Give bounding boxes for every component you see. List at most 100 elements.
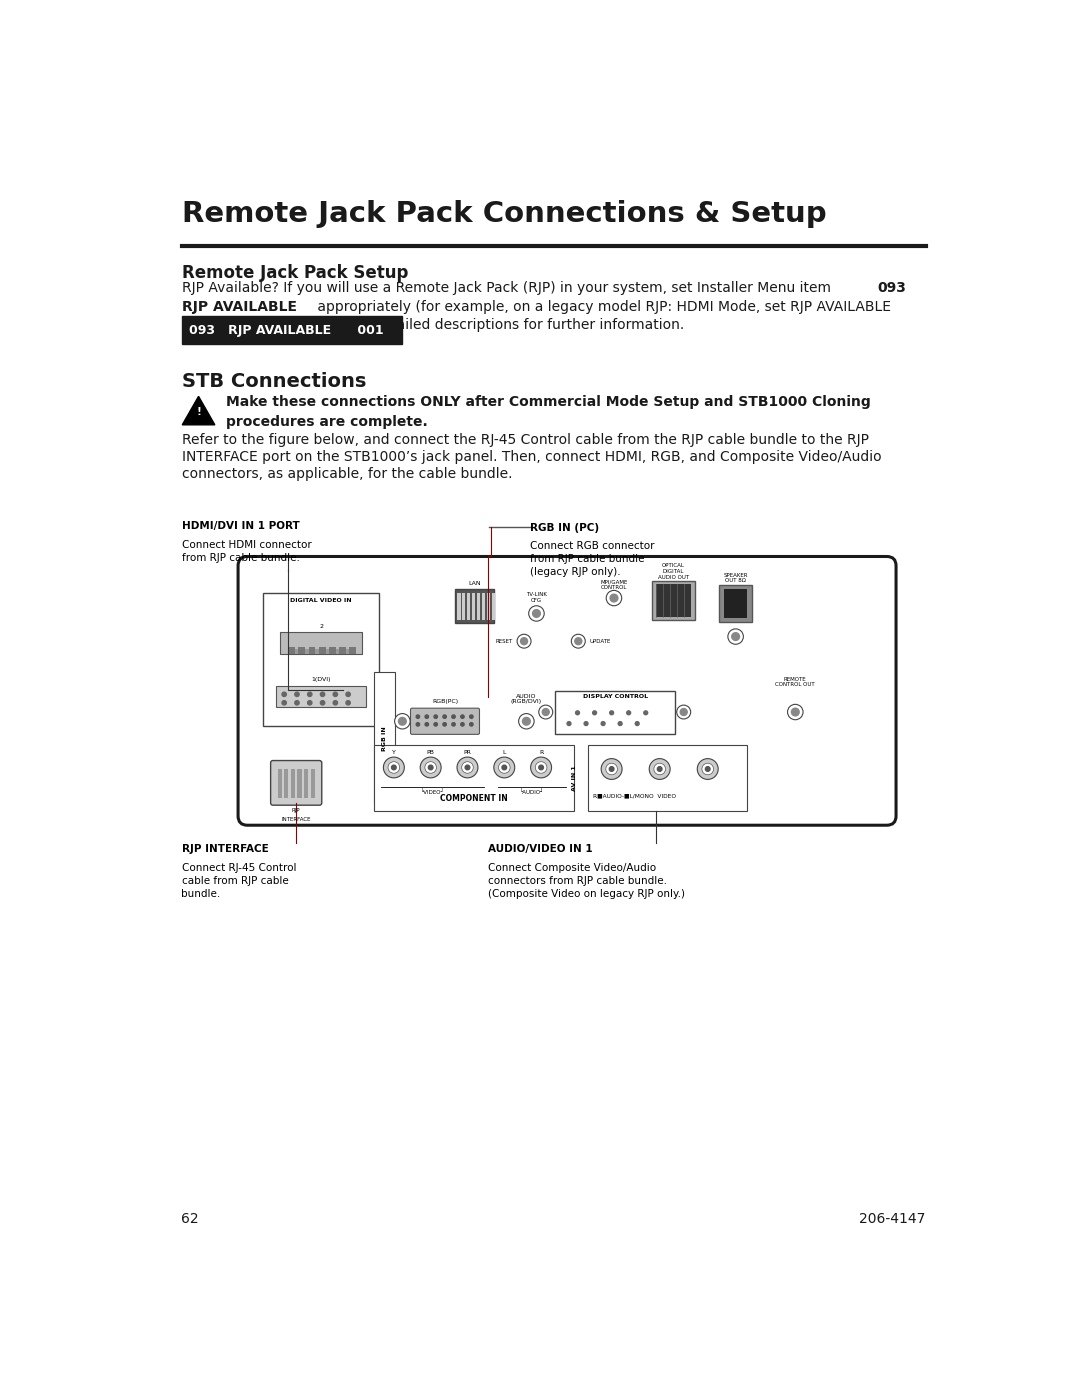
Circle shape bbox=[420, 757, 441, 778]
Circle shape bbox=[536, 761, 546, 774]
Circle shape bbox=[532, 609, 540, 617]
Bar bbox=[458, 594, 460, 620]
Text: REMOTE
CONTROL OUT: REMOTE CONTROL OUT bbox=[775, 676, 815, 687]
Text: RESET: RESET bbox=[496, 638, 513, 644]
Circle shape bbox=[295, 701, 299, 705]
Bar bbox=[472, 594, 475, 620]
Circle shape bbox=[346, 692, 350, 697]
Text: DISPLAY CONTROL: DISPLAY CONTROL bbox=[582, 694, 648, 700]
Bar bbox=[181, 316, 403, 344]
Circle shape bbox=[644, 711, 648, 715]
Text: HDMI/DVI IN 1 PORT: HDMI/DVI IN 1 PORT bbox=[181, 521, 299, 531]
Bar bbox=[284, 768, 288, 798]
Text: 62: 62 bbox=[181, 1213, 199, 1227]
Text: RGB IN (PC): RGB IN (PC) bbox=[530, 522, 599, 532]
Text: 093: 093 bbox=[877, 281, 906, 295]
Text: UPDATE: UPDATE bbox=[590, 638, 610, 644]
Text: appropriately (for example, on a legacy model RJP: HDMI Mode, set RJP AVAILABLE: appropriately (for example, on a legacy … bbox=[313, 300, 891, 314]
Circle shape bbox=[451, 715, 456, 718]
Text: RJP INTERFACE: RJP INTERFACE bbox=[181, 844, 268, 855]
Bar bbox=[724, 588, 747, 617]
FancyBboxPatch shape bbox=[281, 631, 362, 654]
Circle shape bbox=[502, 766, 507, 770]
Bar bbox=[311, 768, 314, 798]
Circle shape bbox=[383, 757, 404, 778]
Circle shape bbox=[602, 722, 605, 725]
Text: RJP: RJP bbox=[292, 807, 300, 813]
Circle shape bbox=[677, 705, 691, 719]
Text: AUDIO
(RGB/DVI): AUDIO (RGB/DVI) bbox=[511, 693, 542, 704]
Circle shape bbox=[698, 759, 718, 780]
Text: AV IN 1: AV IN 1 bbox=[572, 766, 577, 791]
Circle shape bbox=[443, 722, 446, 726]
Circle shape bbox=[308, 692, 312, 697]
Circle shape bbox=[499, 761, 510, 774]
Text: INTERFACE port on the STB1000’s jack panel. Then, connect HDMI, RGB, and Composi: INTERFACE port on the STB1000’s jack pan… bbox=[181, 450, 881, 464]
Circle shape bbox=[321, 692, 325, 697]
Text: TV-LINK
CFG: TV-LINK CFG bbox=[526, 592, 546, 602]
Circle shape bbox=[434, 722, 437, 726]
Circle shape bbox=[618, 722, 622, 725]
Circle shape bbox=[470, 722, 473, 726]
Circle shape bbox=[521, 637, 527, 644]
Bar bbox=[276, 686, 365, 707]
Text: R: R bbox=[539, 750, 543, 756]
Text: Remote Jack Pack Setup: Remote Jack Pack Setup bbox=[181, 264, 408, 282]
Circle shape bbox=[346, 701, 350, 705]
Circle shape bbox=[602, 759, 622, 780]
Text: DIGITAL VIDEO IN: DIGITAL VIDEO IN bbox=[291, 598, 352, 604]
Text: STB Connections: STB Connections bbox=[181, 372, 366, 391]
Text: RGB IN: RGB IN bbox=[382, 726, 387, 750]
Bar bbox=[462, 594, 465, 620]
Bar bbox=[652, 581, 694, 620]
Circle shape bbox=[680, 708, 687, 715]
Circle shape bbox=[658, 767, 662, 771]
Circle shape bbox=[429, 766, 433, 770]
Bar bbox=[657, 584, 691, 616]
Circle shape bbox=[584, 722, 588, 725]
Text: LAN: LAN bbox=[468, 581, 481, 585]
Circle shape bbox=[424, 761, 436, 774]
Circle shape bbox=[609, 767, 613, 771]
Circle shape bbox=[333, 701, 338, 705]
Circle shape bbox=[461, 715, 464, 718]
Circle shape bbox=[626, 711, 631, 715]
Circle shape bbox=[282, 692, 286, 697]
Bar bbox=[374, 672, 395, 805]
Circle shape bbox=[576, 711, 580, 715]
Text: 2: 2 bbox=[319, 624, 323, 629]
Text: └AUDIO┘: └AUDIO┘ bbox=[519, 789, 544, 795]
Bar bbox=[292, 648, 350, 654]
Polygon shape bbox=[183, 397, 215, 425]
Circle shape bbox=[606, 591, 622, 606]
Bar bbox=[477, 594, 480, 620]
Circle shape bbox=[416, 722, 419, 726]
FancyBboxPatch shape bbox=[238, 556, 896, 826]
Circle shape bbox=[399, 718, 406, 725]
Bar bbox=[468, 594, 470, 620]
Circle shape bbox=[606, 763, 618, 775]
Circle shape bbox=[728, 629, 743, 644]
Circle shape bbox=[333, 692, 338, 697]
Circle shape bbox=[443, 715, 446, 718]
Text: Connect HDMI connector
from RJP cable bundle.: Connect HDMI connector from RJP cable bu… bbox=[181, 539, 311, 563]
Text: Remote Jack Pack Connections & Setup: Remote Jack Pack Connections & Setup bbox=[181, 200, 826, 228]
Bar bbox=[278, 768, 282, 798]
Circle shape bbox=[394, 714, 410, 729]
Text: to 001). See Installer Menu detailed descriptions for further information.: to 001). See Installer Menu detailed des… bbox=[181, 317, 684, 332]
Circle shape bbox=[539, 705, 553, 719]
Bar bbox=[719, 585, 752, 622]
Bar bbox=[309, 647, 315, 654]
Circle shape bbox=[542, 708, 550, 715]
FancyBboxPatch shape bbox=[271, 760, 322, 805]
Bar bbox=[482, 594, 485, 620]
Circle shape bbox=[529, 606, 544, 622]
Circle shape bbox=[517, 634, 531, 648]
Bar bbox=[303, 768, 308, 798]
Text: RGB(PC): RGB(PC) bbox=[432, 700, 458, 704]
FancyBboxPatch shape bbox=[455, 588, 494, 623]
Text: Make these connections ONLY after Commercial Mode Setup and STB1000 Cloning: Make these connections ONLY after Commer… bbox=[227, 395, 872, 409]
Circle shape bbox=[571, 634, 585, 648]
Circle shape bbox=[649, 759, 670, 780]
Text: OPTICAL
DIGITAL
AUDIO OUT: OPTICAL DIGITAL AUDIO OUT bbox=[658, 563, 689, 580]
